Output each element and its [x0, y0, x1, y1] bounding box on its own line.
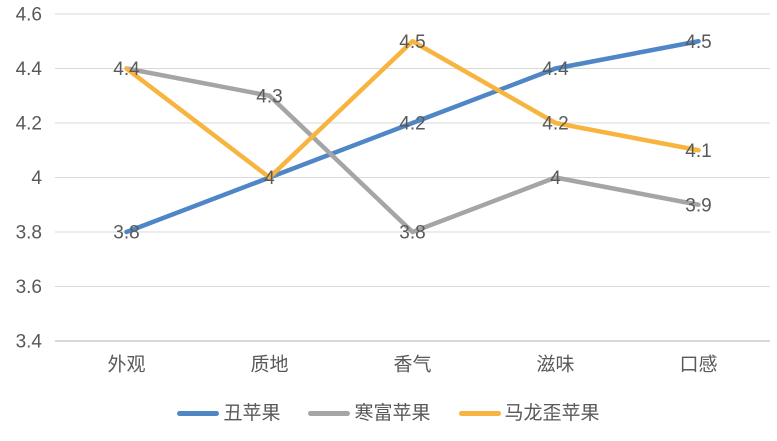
y-axis-tick-label: 4.4	[16, 59, 43, 80]
data-label: 4.3	[256, 86, 282, 107]
data-label: 4.4	[113, 59, 140, 80]
legend-item-马龙歪苹果[interactable]: 马龙歪苹果	[458, 403, 600, 424]
legend-line-swatch	[177, 411, 220, 416]
legend-line-swatch	[458, 411, 501, 416]
x-axis-category-label: 质地	[250, 354, 288, 376]
y-axis-tick-label: 3.4	[16, 332, 43, 353]
x-axis-category-label: 口感	[679, 354, 717, 376]
legend-label: 丑苹果	[223, 403, 281, 424]
y-axis-tick-label: 4	[31, 168, 42, 189]
data-label: 4	[550, 168, 561, 189]
legend-label: 马龙歪苹果	[504, 403, 600, 424]
data-label: 3.8	[399, 223, 425, 244]
legend-label: 寒富苹果	[354, 403, 431, 424]
data-label: 4.5	[685, 32, 711, 53]
x-axis-category-label: 香气	[393, 354, 431, 376]
y-axis-tick-label: 4.2	[16, 114, 42, 135]
legend-line-swatch	[308, 411, 351, 416]
data-label: 4.1	[685, 141, 711, 162]
y-axis-tick-label: 4.6	[16, 5, 42, 26]
series-line-马龙歪苹果[interactable]	[124, 39, 701, 180]
legend-item-寒富苹果[interactable]: 寒富苹果	[308, 403, 431, 424]
data-label: 4	[264, 168, 275, 189]
series-line-丑苹果[interactable]	[124, 39, 701, 235]
data-label: 4.4	[542, 59, 569, 80]
y-axis-tick-label: 3.8	[16, 223, 42, 244]
data-label: 3.8	[113, 223, 139, 244]
x-axis-category-label: 滋味	[536, 354, 574, 376]
data-label: 3.9	[685, 195, 711, 216]
legend: 丑苹果 寒富苹果 马龙歪苹果	[0, 404, 777, 423]
data-label: 4.2	[542, 114, 568, 135]
data-label: 4.2	[399, 114, 425, 135]
legend-item-丑苹果[interactable]: 丑苹果	[177, 404, 280, 423]
series-line-寒富苹果[interactable]	[124, 66, 701, 235]
data-label: 4.5	[399, 32, 425, 53]
x-axis-category-label: 外观	[107, 354, 145, 376]
y-axis-tick-label: 3.6	[16, 277, 42, 298]
